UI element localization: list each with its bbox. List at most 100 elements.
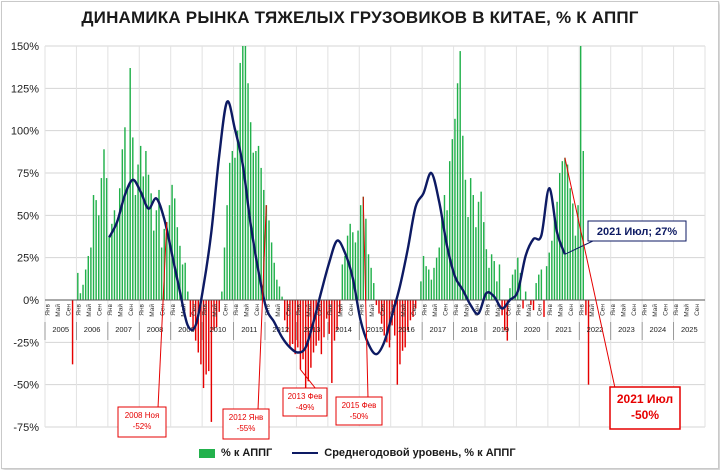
bar <box>443 195 446 300</box>
bar <box>393 300 396 336</box>
bar <box>234 157 236 300</box>
bar <box>438 247 440 300</box>
x-month-label: Янв <box>673 303 680 315</box>
x-year-label: 2019 <box>492 325 509 334</box>
bar <box>320 300 323 355</box>
callout: 2008 Ноя -52% <box>117 222 168 438</box>
bar <box>166 222 168 300</box>
bar <box>540 269 543 300</box>
bar <box>357 230 359 300</box>
x-year-label: 2016 <box>398 325 415 334</box>
bar <box>228 162 231 300</box>
bar <box>257 145 260 300</box>
bar <box>142 176 144 300</box>
bar <box>448 161 451 300</box>
y-tick-label: 25% <box>17 253 39 265</box>
bar <box>496 281 498 300</box>
bar <box>158 189 160 300</box>
bar <box>506 300 509 341</box>
bar <box>538 274 540 300</box>
bar <box>252 152 254 300</box>
x-month-label: Янв <box>516 303 523 315</box>
x-year-label: 2012 <box>272 325 289 334</box>
bar <box>485 249 488 300</box>
x-month-label: Сен <box>662 304 669 316</box>
x-month-label: Сен <box>191 304 198 316</box>
x-year-label: 2015 <box>367 325 384 334</box>
bar <box>268 220 270 300</box>
bar <box>147 174 150 300</box>
callout-box <box>587 220 687 242</box>
bar <box>134 195 137 300</box>
x-month-label: Янв <box>170 303 177 315</box>
bar <box>362 196 364 300</box>
x-month-label: Сен <box>97 304 104 316</box>
bar <box>79 293 82 300</box>
bar <box>514 269 516 300</box>
bar <box>446 210 448 300</box>
bar <box>475 227 477 300</box>
bar <box>409 300 412 321</box>
bar <box>124 127 126 300</box>
bar <box>281 296 283 300</box>
bar <box>407 300 409 331</box>
x-year-label: 2020 <box>524 325 541 334</box>
bar <box>561 161 564 300</box>
bar <box>404 300 406 348</box>
callout: 2013 Фев -49% <box>282 369 328 417</box>
x-month-label: Сен <box>505 304 512 316</box>
bar <box>187 291 189 300</box>
bar <box>163 228 165 300</box>
x-month-label: Сен <box>600 304 607 316</box>
bar <box>137 164 139 300</box>
bar <box>530 300 532 306</box>
x-month-label: Май <box>682 304 690 317</box>
bar <box>95 200 97 300</box>
bar <box>221 291 223 300</box>
bar <box>179 245 181 300</box>
bar <box>105 178 108 300</box>
bar <box>333 300 336 341</box>
bar <box>401 300 404 351</box>
legend-label-line: Среднегодовой уровень, % к АППГ <box>324 447 516 459</box>
x-month-label: Сен <box>128 304 135 316</box>
x-month-label: Янв <box>579 303 586 315</box>
x-year-label: 2025 <box>681 325 698 334</box>
bar <box>192 300 194 331</box>
bar <box>155 210 158 300</box>
callout-text: 2015 Фев <box>342 401 377 410</box>
bar <box>113 210 116 300</box>
bar <box>422 255 425 300</box>
bar <box>213 300 215 331</box>
y-tick-label: -50% <box>13 380 39 392</box>
bar <box>509 288 511 300</box>
bar <box>98 215 100 300</box>
bar <box>517 257 519 300</box>
x-year-label: 2014 <box>335 325 352 334</box>
bar <box>579 46 582 300</box>
bar <box>346 235 349 300</box>
bar <box>215 300 218 328</box>
x-year-label: 2009 <box>178 325 195 334</box>
bar <box>132 137 134 300</box>
bar <box>197 300 199 353</box>
bar <box>315 300 317 346</box>
bar <box>270 242 273 300</box>
bar <box>535 283 537 300</box>
x-month-label: Янв <box>327 303 334 315</box>
bar <box>483 222 485 300</box>
x-month-label: Сен <box>474 304 481 316</box>
bar <box>344 255 346 300</box>
x-year-label: 2010 <box>210 325 227 334</box>
bar <box>569 188 571 300</box>
bar <box>456 83 459 301</box>
legend-item-line: Среднегодовой уровень, % к АППГ <box>292 447 516 459</box>
bar <box>433 267 435 300</box>
callout-box <box>609 386 681 430</box>
bar <box>226 205 228 300</box>
bar <box>511 274 514 300</box>
bar <box>278 286 281 300</box>
bar <box>480 191 482 300</box>
bar <box>341 264 344 300</box>
